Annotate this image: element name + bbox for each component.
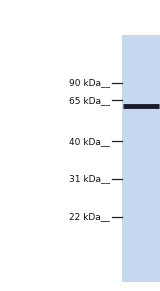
Text: 40 kDa__: 40 kDa__ [69, 137, 110, 146]
Text: 90 kDa__: 90 kDa__ [69, 79, 110, 87]
Text: 31 kDa__: 31 kDa__ [69, 175, 110, 183]
Text: 22 kDa__: 22 kDa__ [69, 212, 110, 221]
Text: 65 kDa__: 65 kDa__ [69, 96, 110, 105]
Bar [122, 35, 160, 282]
